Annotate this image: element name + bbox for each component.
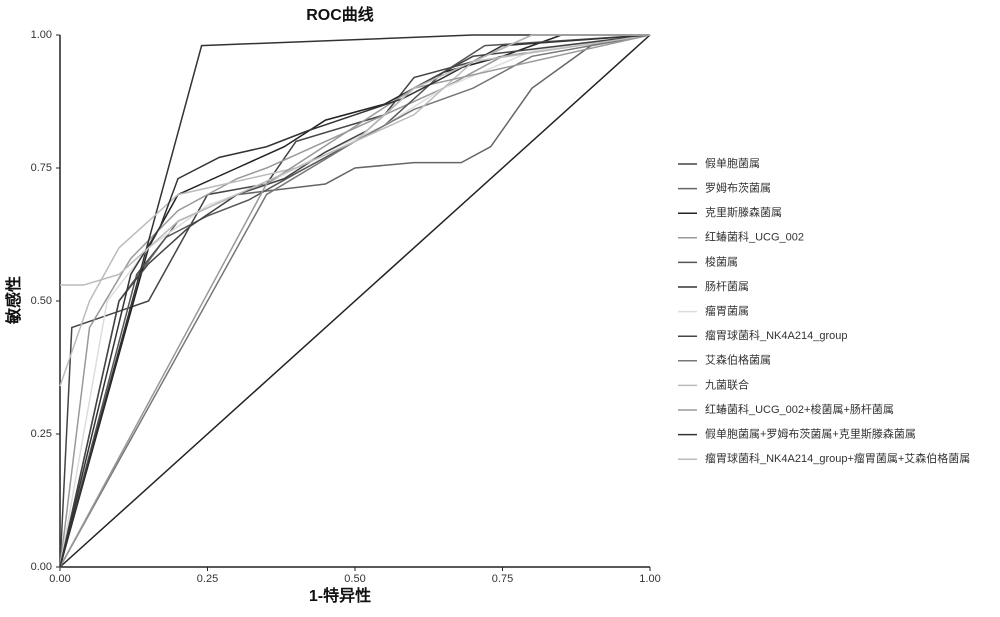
x-tick-label: 0.50 xyxy=(344,573,365,585)
legend-label: 红蝽菌科_UCG_002+梭菌属+肠杆菌属 xyxy=(705,402,894,416)
y-tick-label: 0.75 xyxy=(31,162,52,174)
x-tick-label: 0.00 xyxy=(49,573,70,585)
legend-label: 克里斯滕森菌属 xyxy=(705,205,782,219)
x-tick-label: 0.25 xyxy=(197,573,218,585)
legend-label: 梭菌属 xyxy=(705,254,738,268)
legend-label: 罗姆布茨菌属 xyxy=(705,181,771,195)
chart-title: ROC曲线 xyxy=(306,5,374,24)
chart: ROC曲线 1-特异性 敏感性 0.00 0.25 0.50 0.75 1.00 0.00… xyxy=(0,0,1000,612)
y-tick-label: 0.25 xyxy=(31,428,52,440)
legend-label: 艾森伯格菌属 xyxy=(705,353,771,367)
roc-curve xyxy=(60,35,650,386)
roc-curve xyxy=(60,35,650,285)
legend-label: 红蝽菌科_UCG_002 xyxy=(705,230,804,244)
legend-label: 九菌联合 xyxy=(705,377,749,391)
x-tick-label: 0.75 xyxy=(492,573,513,585)
legend-label: 瘤胃球菌科_NK4A214_group+瘤胃菌属+艾森伯格菌属 xyxy=(705,451,970,465)
y-tick-label: 0.50 xyxy=(31,295,52,307)
y-tick-label: 0.00 xyxy=(31,561,52,573)
legend-label: 瘤胃菌属 xyxy=(705,304,749,318)
legend-label: 假单胞菌属+罗姆布茨菌属+克里斯滕森菌属 xyxy=(705,427,916,441)
y-axis-label: 敏感性 xyxy=(4,276,23,325)
legend-label: 肠杆菌属 xyxy=(705,279,749,293)
y-tick-label: 1.00 xyxy=(31,29,52,41)
legend-label: 假单胞菌属 xyxy=(705,156,760,170)
x-axis-label: 1-特异性 xyxy=(309,586,371,605)
x-tick-label: 1.00 xyxy=(639,573,660,585)
legend-label: 瘤胃球菌科_NK4A214_group xyxy=(705,328,847,342)
